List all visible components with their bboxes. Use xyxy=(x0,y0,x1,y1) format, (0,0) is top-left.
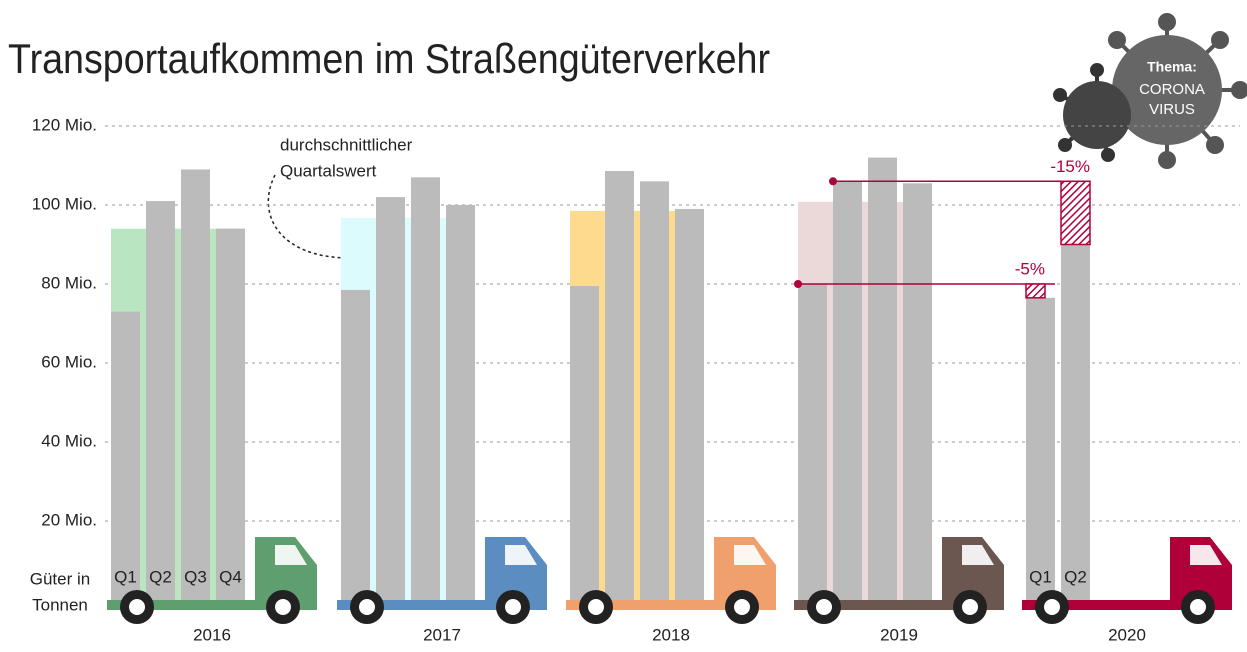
bar xyxy=(341,290,370,600)
y-axis-label: Tonnen xyxy=(32,595,88,614)
bar xyxy=(570,286,599,600)
x-tick-label: Q4 xyxy=(219,567,242,586)
bar xyxy=(833,181,862,600)
bar xyxy=(1026,298,1055,600)
bar xyxy=(411,177,440,600)
y-tick-label: 60 Mio. xyxy=(41,352,97,371)
truck-hub xyxy=(129,599,145,615)
y-tick-label: 20 Mio. xyxy=(41,510,97,529)
bar xyxy=(446,205,475,600)
truck-hub xyxy=(588,599,604,615)
bar xyxy=(111,312,140,600)
truck-hub xyxy=(1190,599,1206,615)
change-label: -15% xyxy=(1050,157,1090,176)
bar xyxy=(216,229,245,600)
bar xyxy=(376,197,405,600)
virus-badge: Thema: CORONA VIRUS xyxy=(1055,15,1247,167)
x-group-label: 2020 xyxy=(1108,625,1146,644)
truck-hub xyxy=(275,599,291,615)
chart: Transportaufkommen im Straßengüterverkeh… xyxy=(0,0,1247,647)
bar xyxy=(675,209,704,600)
truck-hub xyxy=(505,599,521,615)
reference-dot xyxy=(829,177,837,185)
truck-hub xyxy=(962,599,978,615)
bar xyxy=(903,183,932,600)
bar xyxy=(146,201,175,600)
y-tick-label: 40 Mio. xyxy=(41,431,97,450)
x-tick-label: Q2 xyxy=(149,567,172,586)
x-group-label: 2018 xyxy=(652,625,690,644)
annotation: durchschnittlicher xyxy=(280,135,413,154)
truck-hub xyxy=(1044,599,1060,615)
bar xyxy=(798,284,827,600)
bar xyxy=(640,181,669,600)
truck-hub xyxy=(734,599,750,615)
truck-hub xyxy=(816,599,832,615)
bar xyxy=(1061,245,1090,601)
bar xyxy=(181,169,210,600)
x-group-label: 2017 xyxy=(423,625,461,644)
truck-hub xyxy=(359,599,375,615)
badge-text: Thema: xyxy=(1147,59,1197,75)
change-hatch xyxy=(1026,284,1045,298)
y-tick-label: 80 Mio. xyxy=(41,273,97,292)
bar xyxy=(868,158,897,600)
y-tick-label: 120 Mio. xyxy=(32,115,97,134)
y-tick-label: 100 Mio. xyxy=(32,194,97,213)
x-tick-label: Q1 xyxy=(1029,567,1052,586)
reference-dot xyxy=(794,280,802,288)
x-tick-label: Q3 xyxy=(184,567,207,586)
annotation: Quartalswert xyxy=(280,161,377,180)
badge-text: VIRUS xyxy=(1149,101,1195,118)
x-tick-label: Q1 xyxy=(114,567,137,586)
x-tick-label: Q2 xyxy=(1064,567,1087,586)
change-label: -5% xyxy=(1015,259,1045,278)
bar xyxy=(605,171,634,600)
badge-text: CORONA xyxy=(1139,81,1205,98)
annotation-arrow xyxy=(268,175,350,258)
x-group-label: 2016 xyxy=(193,625,231,644)
x-group-label: 2019 xyxy=(880,625,918,644)
y-axis-label: Güter in xyxy=(30,569,90,588)
chart-title: Transportaufkommen im Straßengüterverkeh… xyxy=(8,35,770,82)
change-hatch xyxy=(1061,181,1090,244)
